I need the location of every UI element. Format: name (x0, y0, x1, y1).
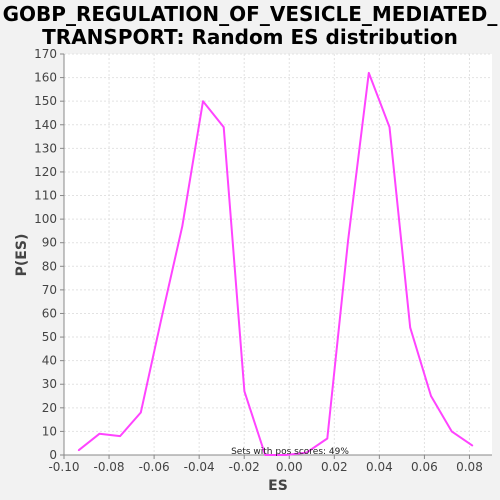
data-point (140, 411, 142, 414)
data-point (347, 239, 349, 242)
y-axis-label: P(ES) (14, 234, 30, 277)
y-tick-label: 120 (34, 165, 57, 179)
series-layer (77, 71, 474, 456)
data-point (430, 395, 432, 397)
x-tick-label: -0.04 (184, 460, 215, 474)
axes: -0.10 -0.08 -0.06 -0.04 -0.02 0.00 0.02 0.04 0.0… (34, 47, 492, 474)
y-tick-label: 160 (34, 71, 57, 85)
y-tick-label: 60 (42, 306, 57, 320)
data-point (326, 437, 329, 440)
y-tick-label: 50 (42, 330, 57, 344)
data-point (222, 126, 225, 128)
x-axis-label: ES (268, 478, 288, 494)
annotation-pos-scores: Sets with pos scores: 49% (231, 447, 349, 457)
data-point (160, 317, 163, 319)
data-point (181, 225, 184, 227)
x-tick-label: -0.08 (94, 460, 125, 474)
x-tick-label: 0.08 (456, 460, 483, 474)
y-tick-label: 80 (42, 259, 57, 273)
y-tick-label: 170 (34, 47, 57, 61)
y-tick-label: 20 (42, 401, 57, 415)
x-tick-label: 0.02 (321, 460, 348, 474)
y-tick-label: 10 (42, 424, 57, 438)
x-tick-label: -0.02 (229, 460, 260, 474)
x-tick-label: -0.10 (48, 460, 79, 474)
data-point (98, 432, 101, 435)
y-tick-label: 140 (34, 118, 57, 132)
x-tick-label: -0.06 (139, 460, 170, 474)
chart-title-line-2: TRANSPORT: Random ES distribution (42, 25, 458, 49)
y-tick-label: 40 (42, 354, 57, 368)
y-tick-label: 110 (34, 189, 57, 203)
y-tick-label: 150 (34, 94, 57, 108)
data-point (77, 449, 80, 452)
data-point (367, 72, 370, 74)
y-tick-label: 70 (42, 283, 57, 297)
y-tick-label: 130 (34, 141, 57, 155)
grid (63, 53, 492, 456)
data-point (305, 451, 308, 454)
data-point (202, 100, 204, 102)
plot-area (64, 54, 492, 455)
y-tick-label: 0 (49, 448, 57, 462)
y-tick-label: 100 (34, 212, 57, 226)
data-point (409, 326, 412, 329)
x-tick-label: 0.06 (411, 460, 438, 474)
data-point (264, 454, 266, 456)
chart-title-line-1: GOBP_REGULATION_OF_VESICLE_MEDIATED_ (3, 2, 498, 26)
y-tick-label: 90 (42, 236, 57, 250)
data-point (243, 390, 246, 393)
data-point (285, 454, 287, 456)
data-point (471, 444, 474, 447)
series-line (77, 71, 473, 456)
data-point (450, 430, 453, 433)
x-tick-label: 0.04 (366, 460, 393, 474)
data-point (119, 435, 121, 437)
x-tick-label: 0.00 (276, 460, 303, 474)
data-point (388, 126, 391, 128)
y-tick-label: 30 (42, 377, 57, 391)
